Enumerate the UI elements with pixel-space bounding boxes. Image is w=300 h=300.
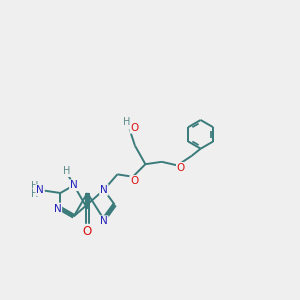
Text: O: O bbox=[130, 176, 139, 186]
Text: H: H bbox=[123, 117, 130, 127]
Text: H: H bbox=[31, 181, 38, 191]
Text: H: H bbox=[31, 189, 38, 199]
Text: H: H bbox=[63, 166, 70, 176]
Text: N: N bbox=[70, 180, 78, 190]
Text: N: N bbox=[53, 203, 61, 214]
Text: O: O bbox=[83, 225, 92, 238]
Text: N: N bbox=[36, 185, 44, 195]
Text: N: N bbox=[100, 185, 108, 195]
Text: N: N bbox=[100, 216, 108, 226]
Text: O: O bbox=[177, 163, 185, 173]
Text: O: O bbox=[130, 123, 139, 133]
